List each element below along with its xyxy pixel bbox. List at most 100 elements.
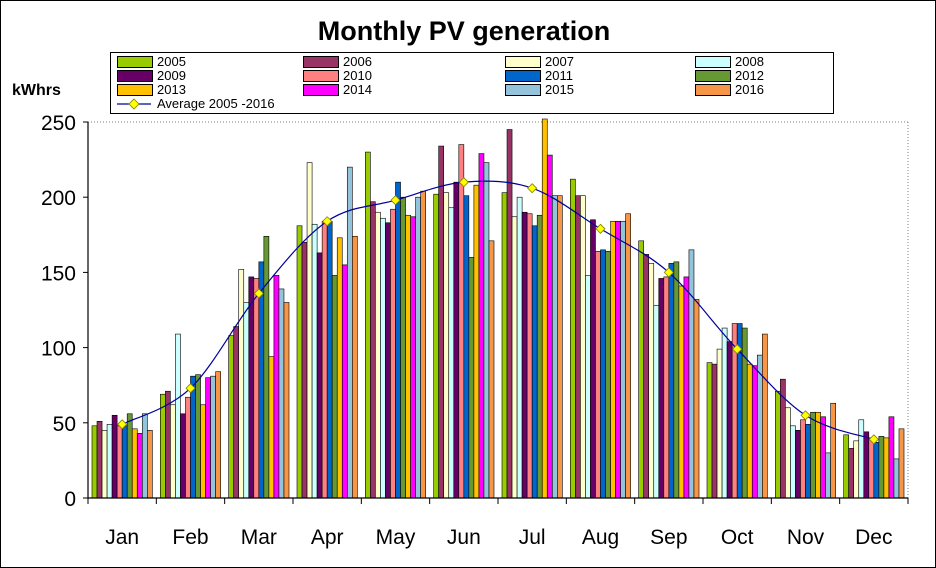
legend-label-average: Average 2005 -2016 xyxy=(157,96,275,111)
bar-2005-Jan xyxy=(91,425,98,499)
bar-2007-Mar xyxy=(238,269,245,499)
bar-2014-May xyxy=(410,216,416,499)
bar-2011-May xyxy=(395,181,401,499)
average-marker-Dec xyxy=(868,434,879,445)
bar-2012-May xyxy=(400,196,406,499)
bar-2010-May xyxy=(390,208,396,499)
average-marker-Feb xyxy=(185,383,196,394)
bar-2005-Aug xyxy=(570,178,576,499)
bar-2013-Mar xyxy=(268,356,275,499)
bar-2012-Aug xyxy=(605,251,611,499)
bar-2014-Oct xyxy=(751,365,758,499)
y-tick-label-200: 200 xyxy=(41,187,76,210)
bar-2007-Feb xyxy=(170,404,176,499)
average-marker-Nov xyxy=(800,410,811,421)
bar-2015-May xyxy=(415,196,421,499)
bar-2009-Dec xyxy=(863,431,870,499)
bar-2010-Aug xyxy=(595,251,601,499)
chart-legend: 2005 2006 2007 2008 2009 2010 2011 2012 2013 2014… xyxy=(110,52,834,114)
bar-2012-Dec xyxy=(878,436,885,499)
bar-2009-Sep xyxy=(658,278,665,499)
bar-2008-May xyxy=(380,217,386,499)
bar-2014-Dec xyxy=(888,416,895,499)
legend-average-marker xyxy=(117,98,151,110)
bar-2010-Dec xyxy=(868,437,875,499)
legend-swatch-2010 xyxy=(303,70,339,82)
bar-2011-Aug xyxy=(600,249,606,499)
bar-2009-May xyxy=(385,222,391,499)
bar-2006-May xyxy=(370,201,376,499)
bar-2008-Mar xyxy=(243,302,250,499)
bar-2012-Nov xyxy=(810,411,816,499)
bar-2008-Jun xyxy=(448,207,455,499)
bar-2013-Nov xyxy=(815,411,821,499)
y-tick-label-250: 250 xyxy=(41,112,76,135)
bar-2007-Aug xyxy=(580,195,586,499)
bar-2007-Jul xyxy=(511,216,518,499)
bar-2016-Jan xyxy=(147,430,153,499)
bar-2015-Jan xyxy=(141,413,148,499)
bar-2013-Feb xyxy=(200,404,206,499)
bar-2006-Jan xyxy=(96,420,103,499)
bar-2016-May xyxy=(420,190,426,499)
legend-label-2015: 2015 xyxy=(545,82,574,97)
bar-2014-Jul xyxy=(546,154,553,499)
bar-2013-Aug xyxy=(610,220,616,499)
average-line xyxy=(121,180,875,440)
bar-2009-Jul xyxy=(521,211,528,499)
bar-2013-May xyxy=(405,214,411,499)
bar-2009-Mar xyxy=(248,276,255,499)
bar-2014-Apr xyxy=(341,264,348,499)
x-tick-label-May: May xyxy=(376,526,416,549)
bar-2011-Sep xyxy=(668,263,675,499)
legend-label-2007: 2007 xyxy=(545,54,574,69)
bar-2013-Sep xyxy=(678,285,685,499)
bar-2007-May xyxy=(375,211,381,499)
bar-2011-Nov xyxy=(805,423,811,499)
bar-2009-Apr xyxy=(316,252,323,499)
bar-2015-Dec xyxy=(893,458,900,499)
bar-2009-Jun xyxy=(453,181,460,499)
legend-label-2009: 2009 xyxy=(157,68,186,83)
bar-2013-Jan xyxy=(131,428,138,499)
average-marker-Jul xyxy=(527,183,538,194)
x-tick-label-Jun: Jun xyxy=(447,526,481,549)
bar-2008-Jan xyxy=(106,423,113,499)
bar-2011-Jan xyxy=(121,425,128,499)
x-tick-label-Dec: Dec xyxy=(855,526,892,549)
bar-2016-Jul xyxy=(557,195,563,499)
bar-2005-Feb xyxy=(160,393,166,499)
bar-2010-Feb xyxy=(185,396,191,499)
bar-2013-Apr xyxy=(336,237,343,499)
y-tick-label-0: 0 xyxy=(64,488,76,511)
legend-label-2010: 2010 xyxy=(343,68,372,83)
legend-swatch-2013 xyxy=(117,84,153,96)
bar-2007-Sep xyxy=(648,263,655,499)
bar-2008-Aug xyxy=(585,275,591,499)
bar-2005-Dec xyxy=(843,434,849,499)
bar-2007-Oct xyxy=(716,348,723,499)
bar-2014-Sep xyxy=(683,276,690,499)
bar-2016-Apr xyxy=(352,236,358,499)
bar-2010-Jan xyxy=(116,425,123,499)
bar-2008-Feb xyxy=(175,333,181,499)
bar-2011-Apr xyxy=(326,220,333,499)
bar-2005-Oct xyxy=(706,362,713,499)
bar-2015-Mar xyxy=(278,288,285,499)
x-tick-label-Mar: Mar xyxy=(241,526,277,549)
bar-2012-Feb xyxy=(195,374,201,499)
bar-2014-Jan xyxy=(136,433,143,499)
bar-2015-Aug xyxy=(620,220,626,499)
bar-2014-Feb xyxy=(205,377,211,499)
legend-label-2006: 2006 xyxy=(343,54,372,69)
bar-2007-Jan xyxy=(101,430,108,499)
bar-2011-Jul xyxy=(531,225,538,499)
legend-label-2011: 2011 xyxy=(545,68,573,83)
bar-2005-Mar xyxy=(228,335,234,499)
bar-2007-Jun xyxy=(443,192,450,499)
bar-2006-Aug xyxy=(575,195,581,499)
bar-2005-Nov xyxy=(775,390,781,499)
x-tick-label-Nov: Nov xyxy=(787,526,825,549)
bar-2008-Nov xyxy=(790,425,796,499)
